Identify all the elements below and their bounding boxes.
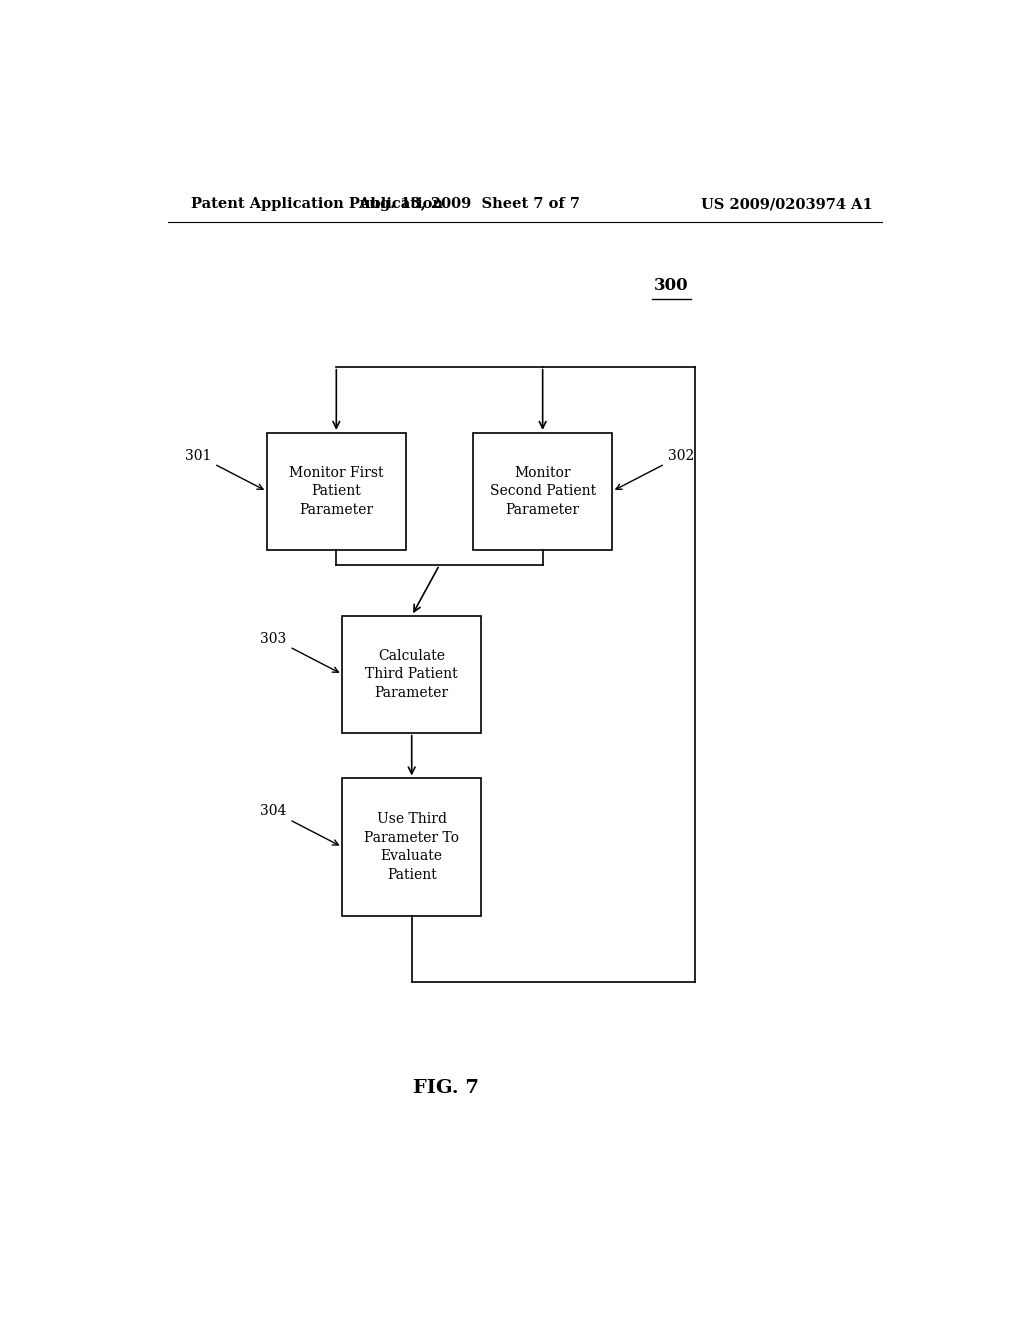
Text: Monitor First
Patient
Parameter: Monitor First Patient Parameter [289, 466, 384, 516]
Text: US 2009/0203974 A1: US 2009/0203974 A1 [700, 197, 872, 211]
Bar [473, 433, 612, 549]
Bar [342, 779, 481, 916]
Text: 302: 302 [616, 449, 694, 490]
Text: Patent Application Publication: Patent Application Publication [191, 197, 443, 211]
Text: Calculate
Third Patient
Parameter: Calculate Third Patient Parameter [366, 649, 458, 700]
Bar [342, 615, 481, 733]
Text: Use Third
Parameter To
Evaluate
Patient: Use Third Parameter To Evaluate Patient [365, 812, 459, 882]
Text: FIG. 7: FIG. 7 [413, 1080, 478, 1097]
Bar [267, 433, 406, 549]
Text: 304: 304 [260, 804, 338, 845]
Text: 301: 301 [185, 449, 263, 490]
Text: Aug. 13, 2009  Sheet 7 of 7: Aug. 13, 2009 Sheet 7 of 7 [358, 197, 581, 211]
Text: 303: 303 [260, 632, 338, 672]
Text: Monitor
Second Patient
Parameter: Monitor Second Patient Parameter [489, 466, 596, 516]
Text: 300: 300 [654, 277, 689, 294]
